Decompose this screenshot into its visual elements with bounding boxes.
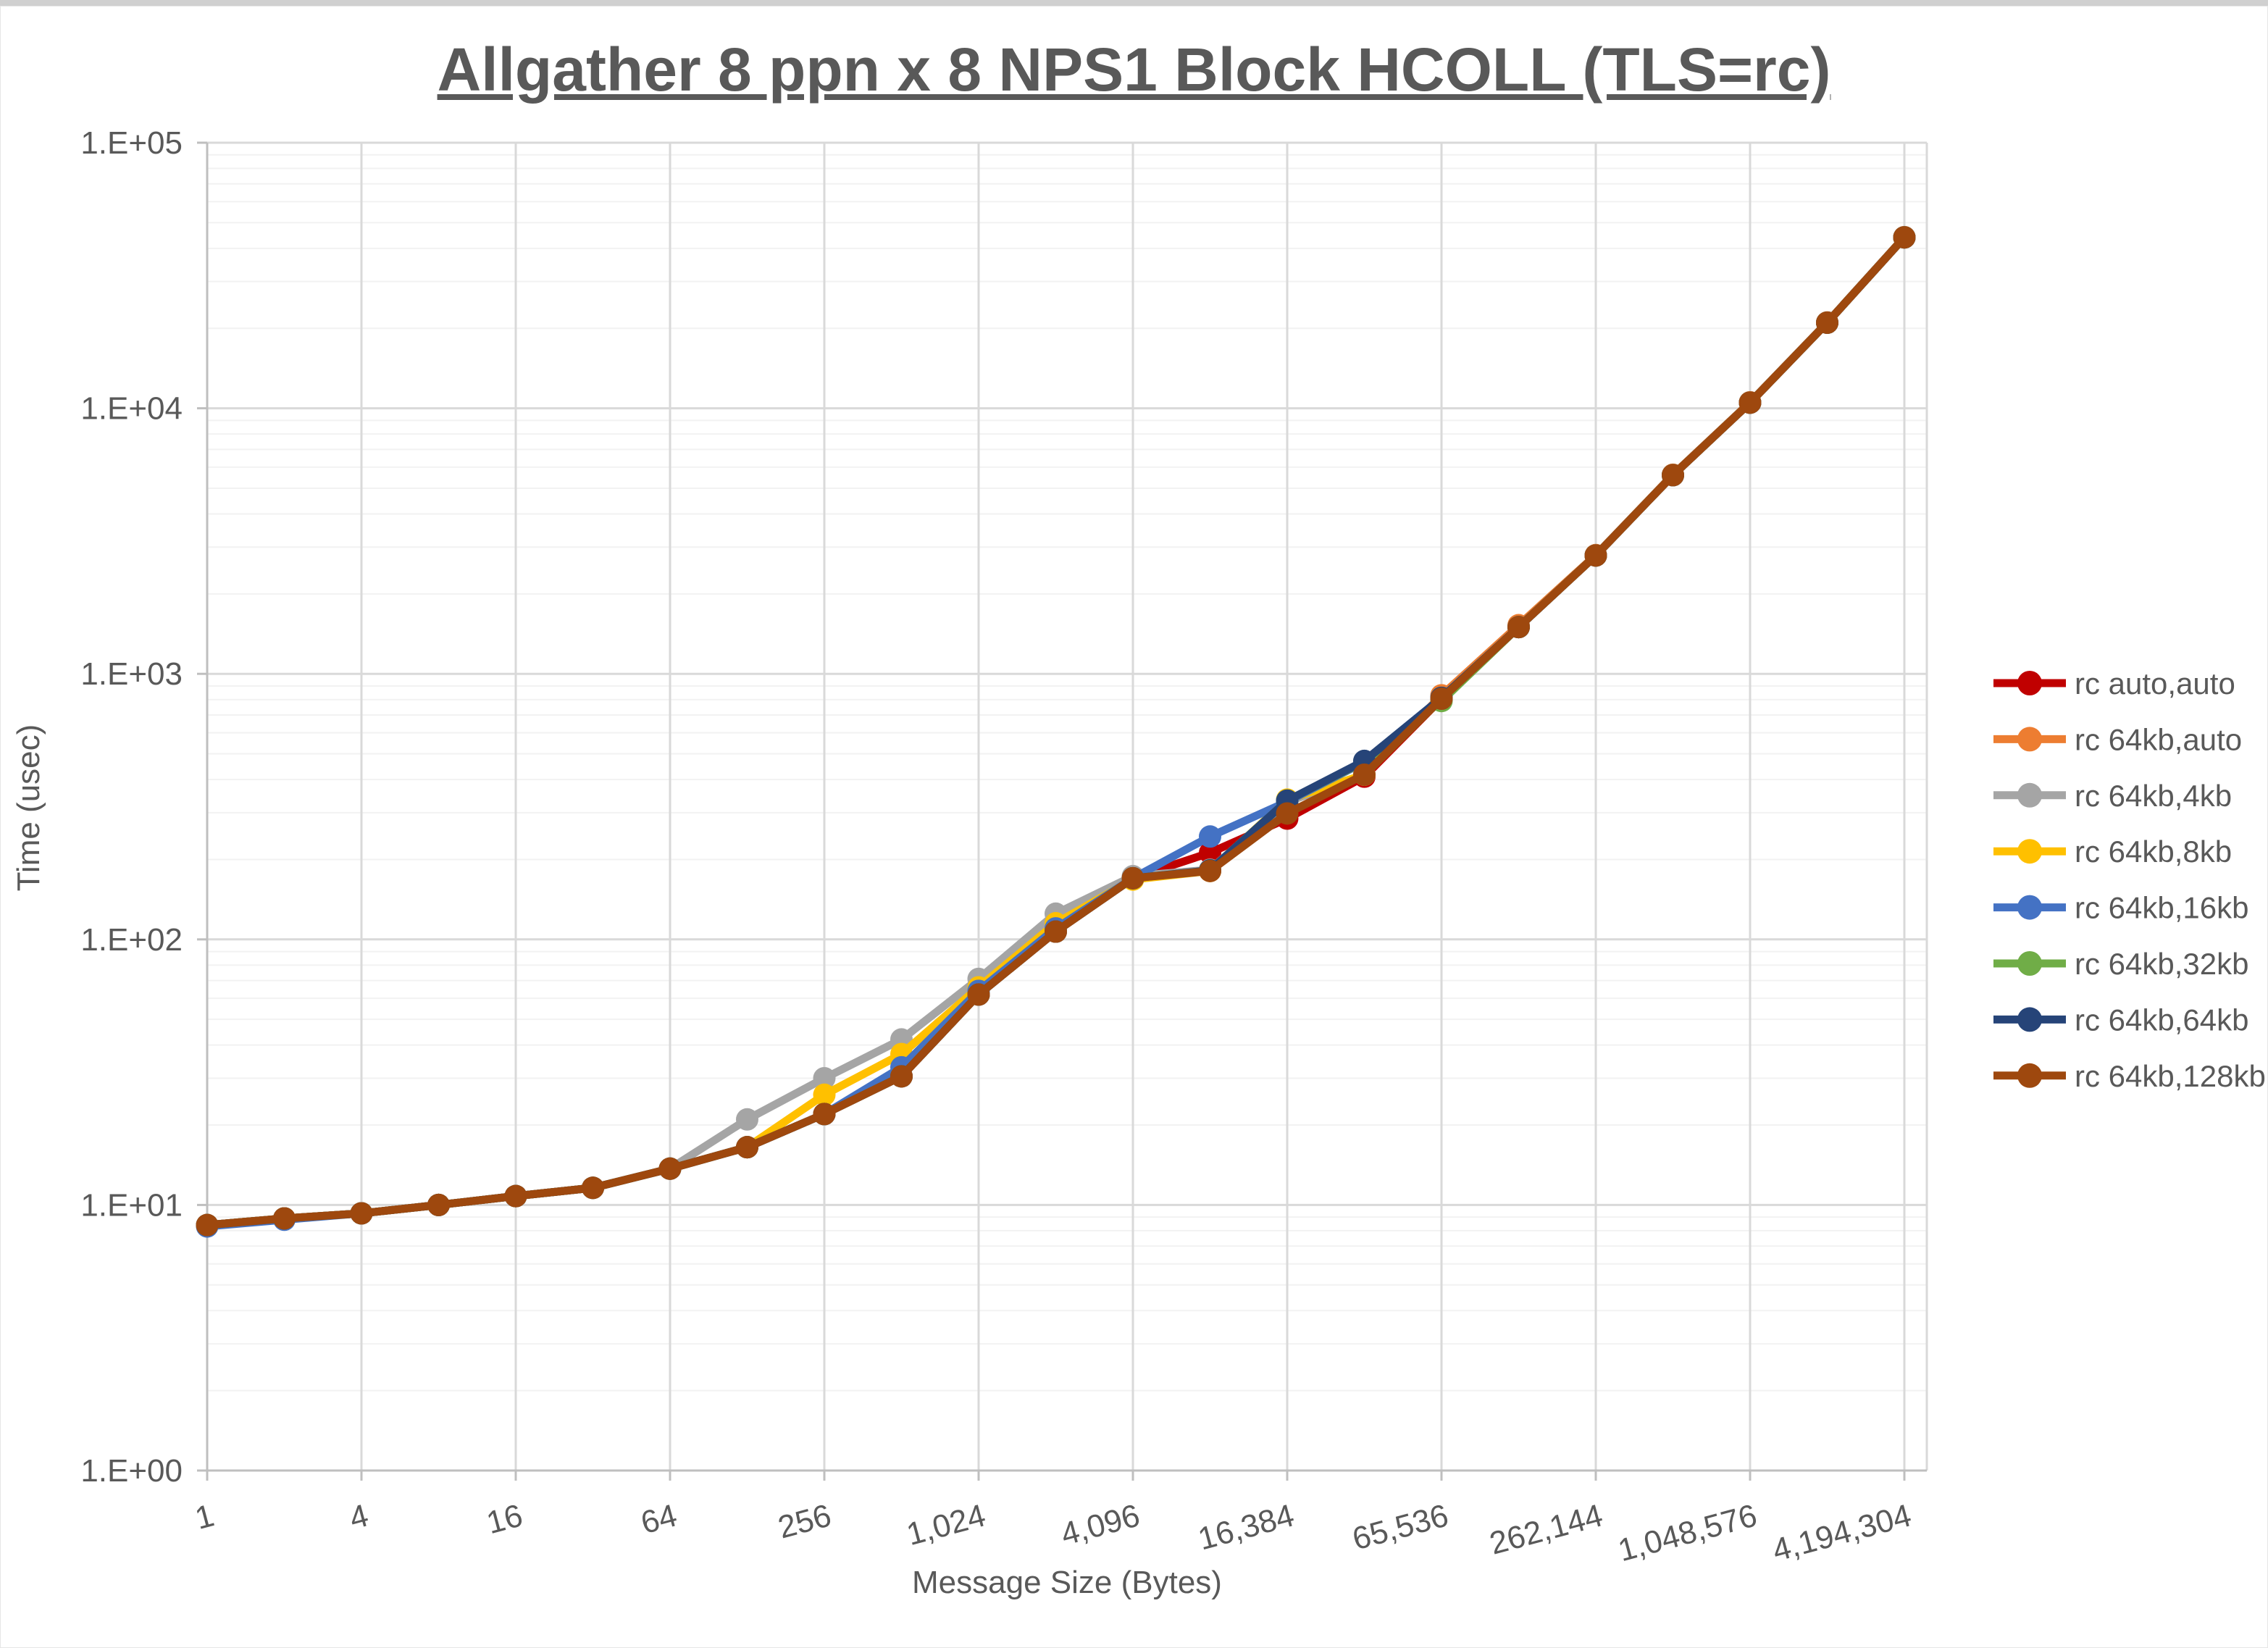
series-line-rc-64kb-128kb (203, 233, 1909, 1229)
y-tick-label: 1.E+03 (80, 656, 183, 692)
legend-label: rc auto,auto (2075, 666, 2235, 700)
series-line-rc-64kb-64kb (203, 233, 1909, 1229)
data-point-marker-rc-64kb-128kb (1121, 866, 1145, 890)
x-tick-label: 4,096 (1058, 1497, 1144, 1552)
legend-label: rc 64kb,64kb (2075, 1003, 2248, 1037)
data-point-marker-rc-64kb-128kb (1045, 920, 1067, 943)
data-point-marker-rc-64kb-128kb (1584, 544, 1607, 567)
data-point-marker-rc-64kb-128kb (658, 1157, 682, 1180)
legend-label: rc 64kb,4kb (2075, 779, 2232, 813)
legend-marker-swatch (2017, 1007, 2042, 1032)
legend-label: rc 64kb,8kb (2075, 835, 2232, 869)
legend-marker-swatch (2017, 671, 2042, 695)
data-point-marker-rc-64kb-128kb (196, 1213, 219, 1237)
data-point-marker-rc-64kb-16kb (1199, 825, 1221, 848)
x-tick-label: 1,024 (903, 1497, 989, 1552)
data-point-marker-rc-64kb-128kb (1430, 687, 1453, 711)
legend-marker-swatch (2017, 839, 2042, 864)
y-tick-label: 1.E+02 (80, 922, 183, 958)
legend-item-rc-auto-auto: rc auto,auto (1993, 666, 2235, 700)
x-tick-label: 4 (346, 1497, 372, 1536)
data-point-marker-rc-64kb-128kb (967, 983, 990, 1006)
legend-marker-swatch (2017, 1063, 2042, 1088)
legend-marker-swatch (2017, 727, 2042, 752)
legend-marker-swatch (2017, 782, 2042, 808)
data-point-marker-rc-64kb-128kb (1199, 859, 1221, 882)
legend-label: rc 64kb,128kb (2075, 1059, 2266, 1093)
data-point-marker-rc-64kb-128kb (1738, 391, 1762, 414)
y-tick-label: 1.E+04 (80, 391, 183, 427)
legend: rc auto,auto rc 64kb,auto rc 64kb,4kb rc 64… (1993, 666, 2266, 1093)
data-point-marker-rc-64kb-128kb (350, 1202, 373, 1225)
legend-label: rc 64kb,16kb (2075, 891, 2248, 925)
x-tick-label: 256 (774, 1497, 835, 1545)
y-tick-label: 1.E+05 (80, 125, 183, 161)
series-line-rc-auto-auto (203, 233, 1909, 1229)
legend-marker-swatch (2017, 895, 2042, 920)
legend-item-rc-64kb-64kb: rc 64kb,64kb (1993, 1003, 2248, 1037)
data-point-marker-rc-64kb-128kb (273, 1207, 296, 1230)
x-tick-label: 65,536 (1349, 1497, 1452, 1557)
series-line-rc-64kb-8kb (203, 233, 1909, 1229)
data-point-marker-rc-64kb-4kb (813, 1066, 836, 1089)
data-point-marker-rc-64kb-128kb (736, 1136, 758, 1159)
data-point-marker-rc-64kb-4kb (736, 1108, 758, 1131)
series-line-rc-64kb-32kb (203, 233, 1909, 1229)
legend-label: rc 64kb,32kb (2075, 947, 2248, 981)
series-line-rc-64kb-auto (203, 233, 1909, 1229)
x-tick-label: 64 (637, 1497, 681, 1541)
data-point-marker-rc-64kb-128kb (1353, 763, 1376, 786)
x-tick-label: 16 (483, 1497, 527, 1541)
data-point-marker-rc-64kb-128kb (1507, 616, 1530, 639)
data-point-marker-rc-64kb-8kb (813, 1083, 836, 1106)
legend-label: rc 64kb,auto (2075, 722, 2242, 756)
x-tick-label: 16,384 (1194, 1497, 1298, 1557)
x-tick-label: 1 (191, 1497, 217, 1536)
y-tick-label: 1.E+01 (80, 1187, 183, 1223)
x-axis-title: Message Size (Bytes) (912, 1565, 1222, 1600)
legend-item-rc-64kb-128kb: rc 64kb,128kb (1993, 1059, 2266, 1093)
legend-item-rc-64kb-32kb: rc 64kb,32kb (1993, 947, 2248, 981)
data-point-marker-rc-64kb-128kb (1276, 802, 1299, 825)
legend-marker-swatch (2017, 951, 2042, 976)
legend-item-rc-64kb-8kb: rc 64kb,8kb (1993, 835, 2232, 869)
y-tick-label: 1.E+00 (80, 1453, 183, 1489)
x-tick-label: 4,194,304 (1769, 1497, 1915, 1568)
data-point-marker-rc-64kb-128kb (1662, 464, 1684, 487)
window-top-edge (0, 0, 2268, 6)
data-point-marker-rc-auto-auto (1199, 841, 1221, 864)
data-point-marker-rc-64kb-128kb (427, 1193, 450, 1216)
data-point-marker-rc-64kb-128kb (582, 1176, 604, 1200)
legend-item-rc-64kb-auto: rc 64kb,auto (1993, 722, 2242, 756)
legend-item-rc-64kb-4kb: rc 64kb,4kb (1993, 779, 2232, 813)
data-point-marker-rc-64kb-128kb (1893, 226, 1916, 249)
x-tick-label: 262,144 (1486, 1497, 1606, 1561)
data-point-marker-rc-64kb-128kb (504, 1184, 527, 1208)
data-point-marker-rc-64kb-128kb (1816, 311, 1838, 334)
x-tick-label: 1,048,576 (1615, 1497, 1761, 1568)
legend-item-rc-64kb-16kb: rc 64kb,16kb (1993, 891, 2248, 925)
data-point-marker-rc-64kb-128kb (890, 1065, 913, 1088)
chart-title: Allgather 8 ppn x 8 NPS1 Block HCOLL (TL… (437, 35, 1831, 104)
series-line-rc-64kb-4kb (203, 233, 1909, 1229)
data-point-marker-rc-64kb-128kb (813, 1103, 836, 1126)
